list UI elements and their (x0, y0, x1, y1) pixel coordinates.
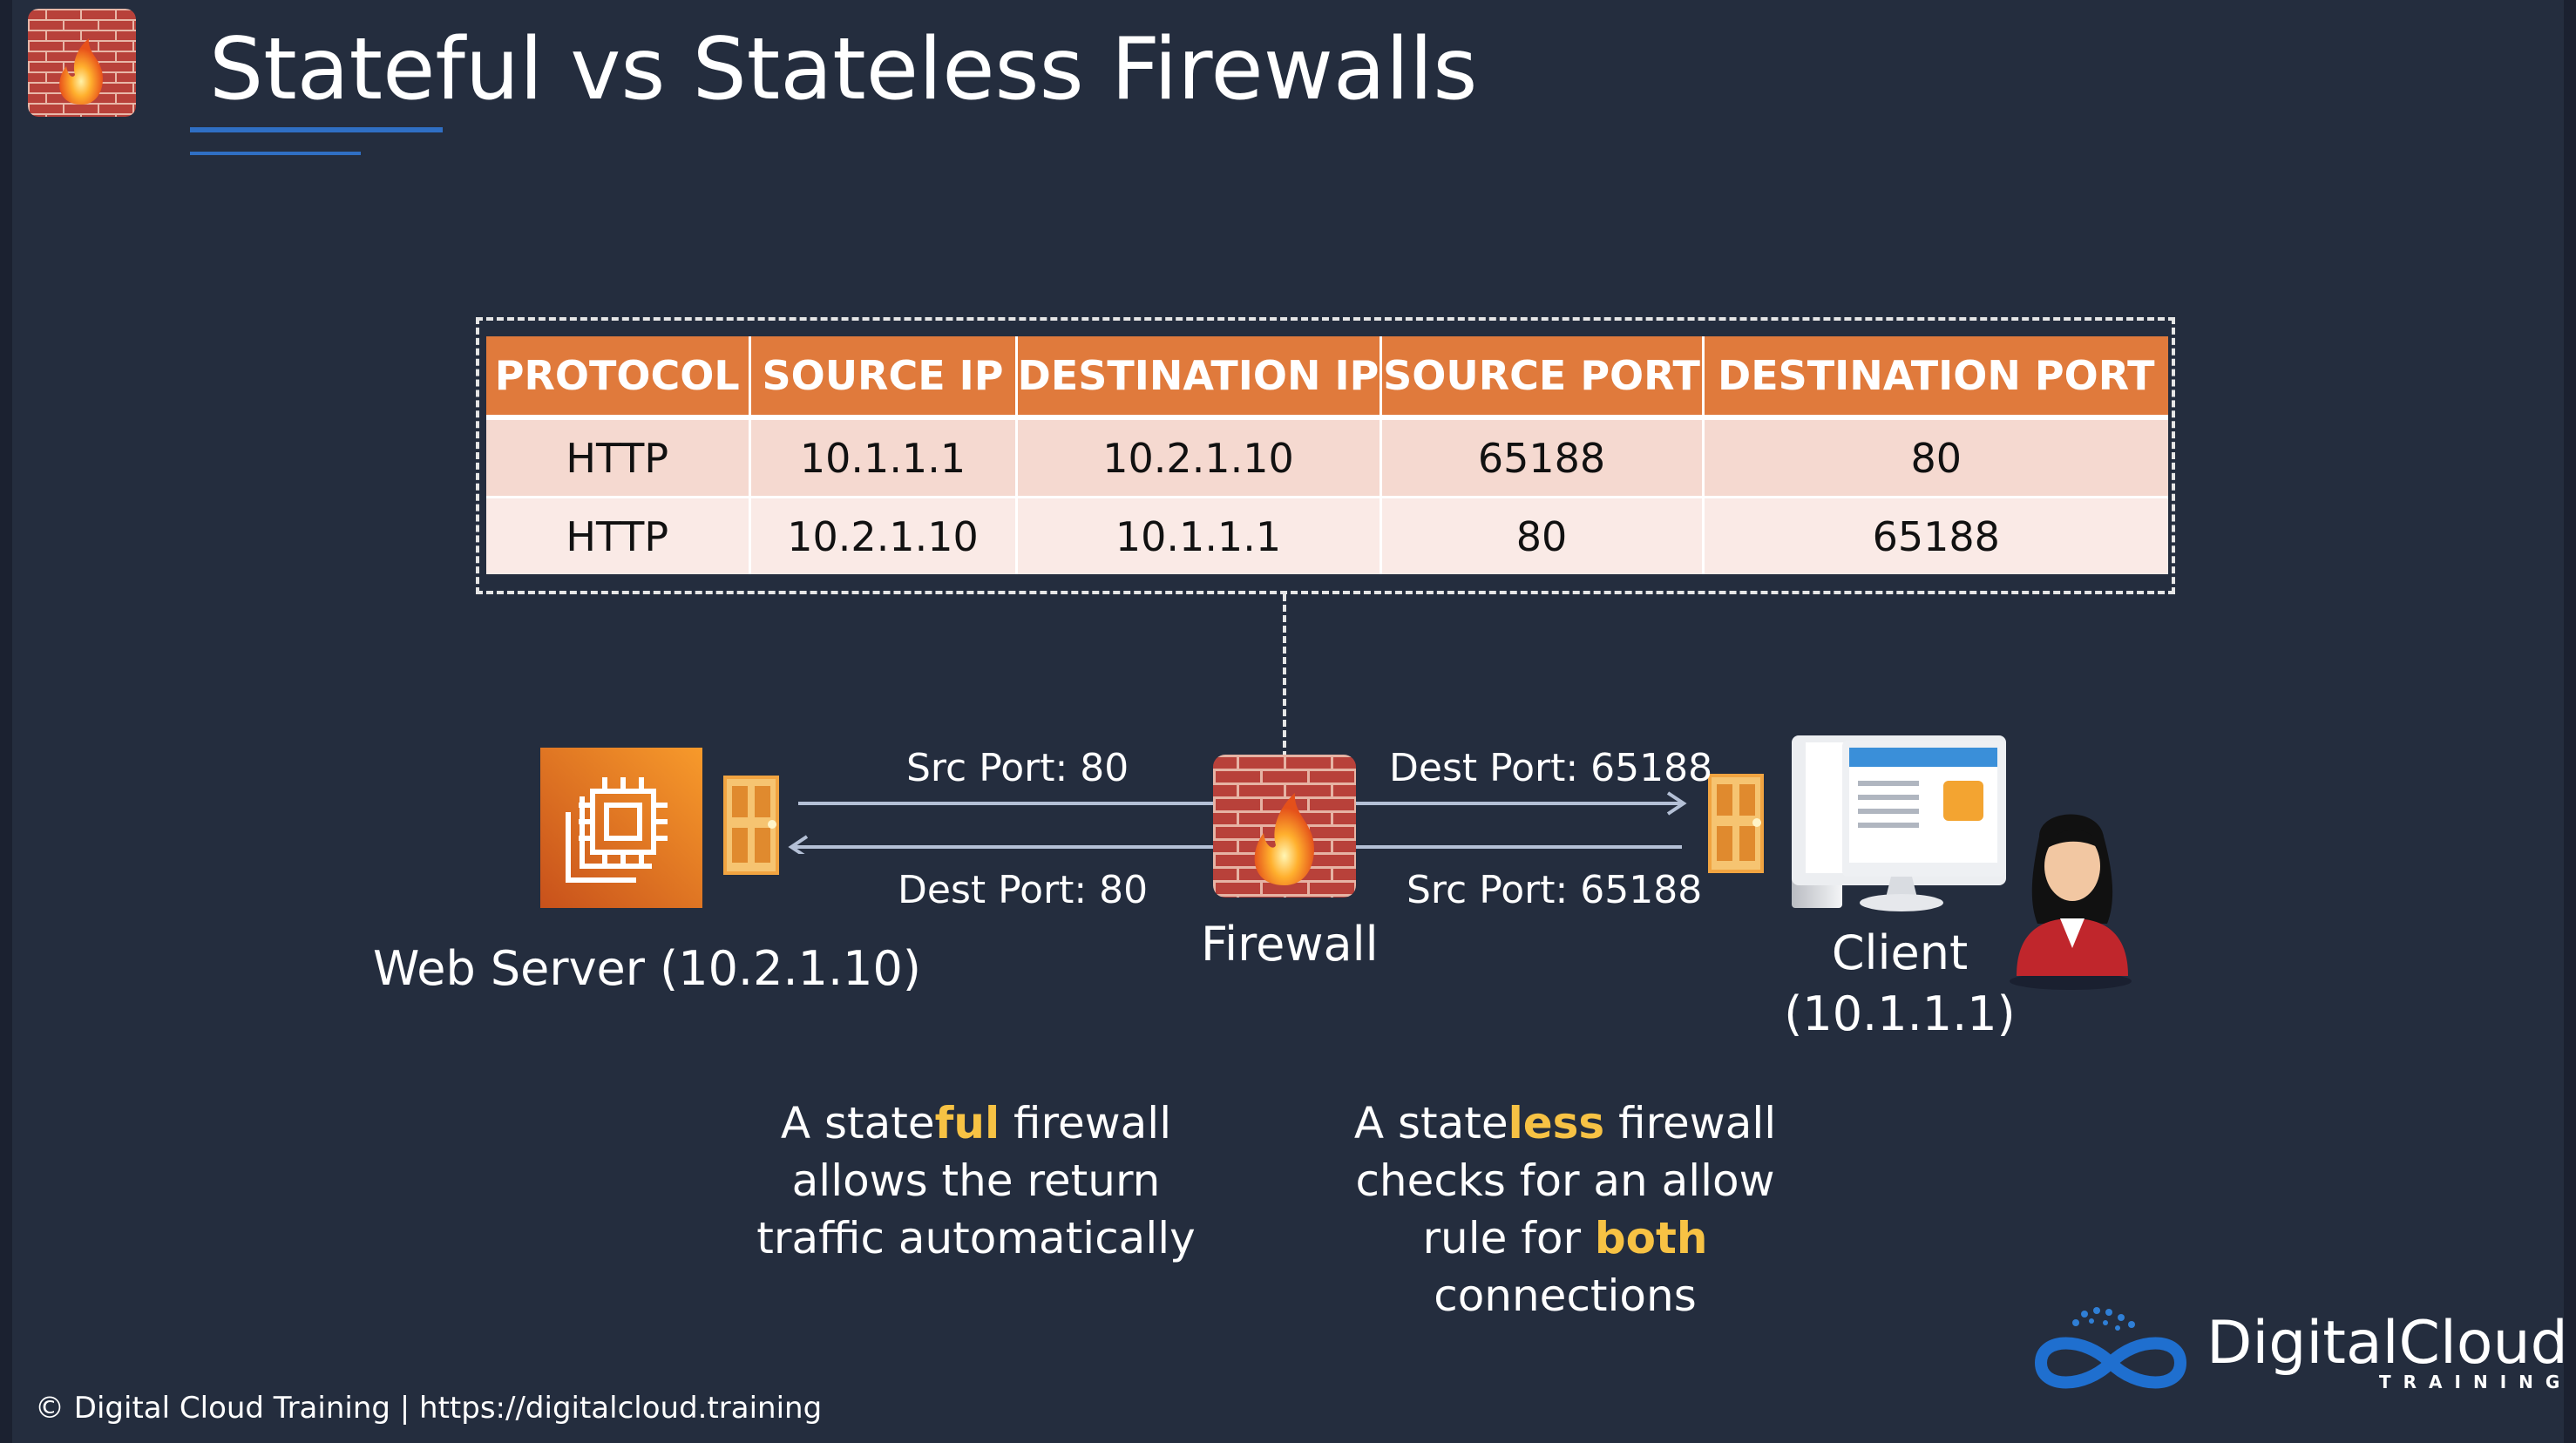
stateful-line-2: allows the return (791, 1155, 1161, 1206)
stateless-highlight: less (1508, 1098, 1605, 1148)
stateful-highlight: ful (934, 1098, 1000, 1148)
left-top-label: Src Port: 80 (906, 746, 1129, 790)
page-title: Stateful vs Stateless Firewalls (209, 20, 1478, 119)
table-cell: 10.1.1.1 (1016, 497, 1382, 574)
stateless-text-pre: A state (1353, 1098, 1508, 1148)
user-avatar-icon (1996, 802, 2152, 993)
client-ip-label: (10.1.1.1) (1784, 986, 2016, 1041)
table-cell: 10.2.1.10 (1016, 417, 1382, 498)
table-header-row: PROTOCOL SOURCE IP DESTINATION IP SOURCE… (486, 336, 2168, 420)
brand-subtitle: TRAINING (2379, 1372, 2573, 1392)
table-cell: HTTP (486, 417, 751, 498)
firewall-brick-icon (1213, 755, 1356, 898)
stateless-line-2: checks for an allow (1355, 1155, 1775, 1206)
client-label: Client (1831, 925, 1969, 980)
infinity-cloud-icon (2024, 1302, 2198, 1398)
footer-copyright: © Digital Cloud Training | https://digit… (35, 1391, 823, 1426)
brand-name: DigitalCloud (2207, 1309, 2568, 1378)
title-underline (190, 127, 443, 132)
firewall-label: Firewall (1201, 917, 1379, 972)
web-server-label: Web Server (10.2.1.10) (373, 941, 921, 996)
header-source-port: SOURCE PORT (1380, 336, 1705, 420)
right-top-label: Dest Port: 65188 (1389, 746, 1713, 790)
firewall-rules-table: PROTOCOL SOURCE IP DESTINATION IP SOURCE… (486, 336, 2168, 574)
right-bottom-label: Src Port: 65188 (1407, 868, 1703, 912)
table-cell: 10.1.1.1 (749, 417, 1018, 498)
stateful-text-pre: A state (780, 1098, 935, 1148)
door-icon (723, 776, 779, 875)
right-edge (2564, 0, 2576, 1443)
header-destination-port: DESTINATION PORT (1703, 336, 2168, 420)
stateless-description: A stateless firewall checks for an allow… (1304, 1094, 1827, 1324)
rules-table-frame (476, 317, 2175, 594)
firewall-logo-icon (28, 9, 136, 117)
table-cell: 65188 (1703, 497, 2168, 574)
table-cell: 10.2.1.10 (749, 497, 1018, 574)
title-underline-short (190, 152, 361, 155)
table-cell: 80 (1703, 417, 2168, 498)
table-connector-line (1283, 594, 1286, 758)
left-edge (0, 0, 12, 1443)
table-cell: 80 (1380, 497, 1705, 574)
stateless-text-post: firewall (1604, 1098, 1777, 1148)
header-protocol: PROTOCOL (486, 336, 751, 420)
table-cell: 65188 (1380, 417, 1705, 498)
stateful-description: A stateful firewall allows the return tr… (715, 1094, 1237, 1267)
door-icon (1708, 774, 1764, 873)
table-row: HTTP 10.1.1.1 10.2.1.10 65188 80 (486, 417, 2168, 498)
left-bottom-label: Dest Port: 80 (898, 868, 1149, 912)
header-destination-ip: DESTINATION IP (1016, 336, 1382, 420)
stateless-line-4: connections (1434, 1270, 1697, 1321)
header-source-ip: SOURCE IP (749, 336, 1018, 420)
stateful-line-3: traffic automatically (756, 1213, 1196, 1263)
ec2-instance-icon (540, 748, 702, 908)
stateless-both-highlight: both (1594, 1213, 1708, 1263)
stateful-text-post: firewall (1000, 1098, 1172, 1148)
table-row: HTTP 10.2.1.10 10.1.1.1 80 65188 (486, 497, 2168, 574)
table-cell: HTTP (486, 497, 751, 574)
desktop-computer-icon (1786, 732, 2013, 915)
stateless-line-3: rule for (1422, 1213, 1595, 1263)
